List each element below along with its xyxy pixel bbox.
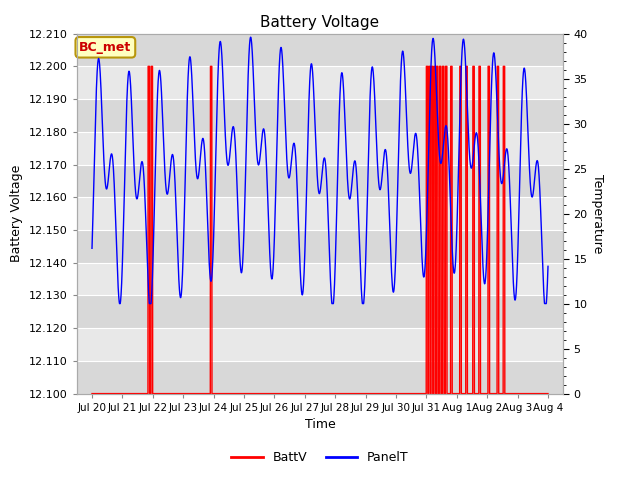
Bar: [77, 361, 563, 394]
Y-axis label: Temperature: Temperature: [591, 174, 604, 253]
Bar: [77, 165, 563, 197]
Bar: [77, 230, 563, 263]
Bar: [77, 66, 563, 99]
Text: BC_met: BC_met: [79, 41, 131, 54]
Bar: [77, 197, 563, 230]
Bar: [77, 132, 563, 165]
Bar: [77, 34, 563, 66]
Bar: [77, 99, 563, 132]
Legend: BattV, PanelT: BattV, PanelT: [227, 446, 413, 469]
Bar: [77, 263, 563, 295]
Bar: [77, 328, 563, 361]
X-axis label: Time: Time: [305, 418, 335, 431]
Title: Battery Voltage: Battery Voltage: [260, 15, 380, 30]
Y-axis label: Battery Voltage: Battery Voltage: [10, 165, 23, 262]
Bar: [77, 295, 563, 328]
